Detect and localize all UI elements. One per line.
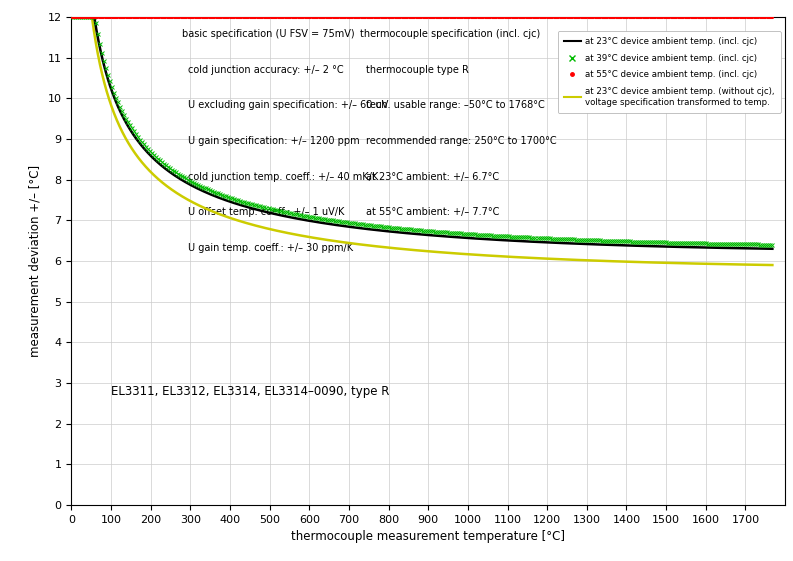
Text: at 23°C ambient: +/– 6.7°C: at 23°C ambient: +/– 6.7°C xyxy=(366,172,500,182)
X-axis label: thermocouple measurement temperature [°C]: thermocouple measurement temperature [°C… xyxy=(291,530,565,543)
Text: U gain specification: +/– 1200 ppm: U gain specification: +/– 1200 ppm xyxy=(188,136,359,146)
Text: thermocouple specification (incl. cjc): thermocouple specification (incl. cjc) xyxy=(360,29,541,39)
Text: recommended range: 250°C to 1700°C: recommended range: 250°C to 1700°C xyxy=(366,136,557,146)
Text: EL3311, EL3312, EL3314, EL3314–0090, type R: EL3311, EL3312, EL3314, EL3314–0090, typ… xyxy=(111,384,389,398)
Text: at 55°C ambient: +/– 7.7°C: at 55°C ambient: +/– 7.7°C xyxy=(366,207,500,217)
Text: cold junction accuracy: +/– 2 °C: cold junction accuracy: +/– 2 °C xyxy=(188,65,343,75)
Text: basic specification (U FSV = 75mV): basic specification (U FSV = 75mV) xyxy=(182,29,354,39)
Text: U gain temp. coeff.: +/– 30 ppm/K: U gain temp. coeff.: +/– 30 ppm/K xyxy=(188,243,353,253)
Text: cold junction temp. coeff.: +/– 40 mK/K: cold junction temp. coeff.: +/– 40 mK/K xyxy=(188,172,378,182)
Text: thermocouple type R: thermocouple type R xyxy=(366,65,469,75)
Text: U offset temp. coeff.: +/– 1 uV/K: U offset temp. coeff.: +/– 1 uV/K xyxy=(188,207,344,217)
Legend: at 23°C device ambient temp. (incl. cjc), at 39°C device ambient temp. (incl. cj: at 23°C device ambient temp. (incl. cjc)… xyxy=(557,31,781,113)
Text: tech. usable range: –50°C to 1768°C: tech. usable range: –50°C to 1768°C xyxy=(366,100,545,111)
Y-axis label: measurement deviation +/– [°C]: measurement deviation +/– [°C] xyxy=(29,165,42,357)
Text: U excluding gain specification: +/– 60 uV: U excluding gain specification: +/– 60 u… xyxy=(188,100,388,111)
